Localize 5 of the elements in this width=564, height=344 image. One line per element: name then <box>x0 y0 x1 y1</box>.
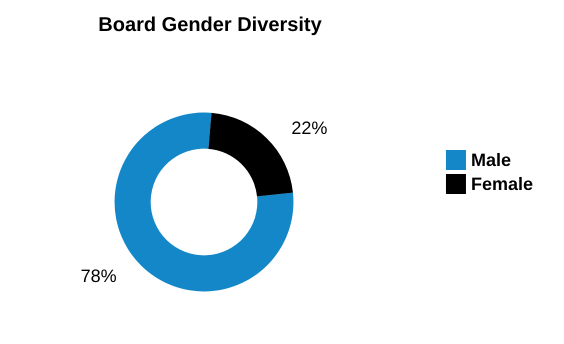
chart-title: Board Gender Diversity <box>98 14 323 36</box>
legend-label: Female <box>470 174 534 194</box>
legend-label: Male <box>470 150 511 170</box>
data-label: 22% <box>291 118 328 138</box>
data-label: 78% <box>80 266 117 286</box>
